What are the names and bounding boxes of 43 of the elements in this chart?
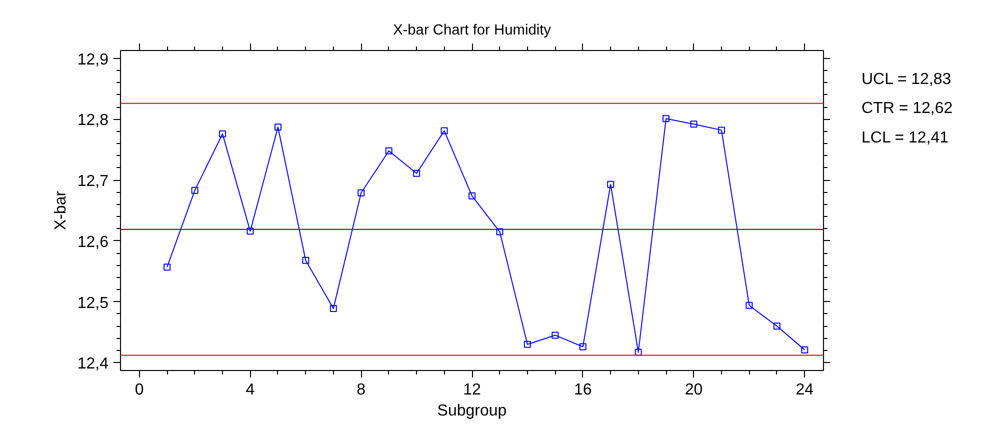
x-tick-label: 8 [356, 382, 366, 398]
y-tick-label: 12,8 [77, 112, 109, 130]
x-tick-label: 12 [463, 382, 481, 398]
text: UCL = 12,83 [862, 70, 952, 88]
point [191, 186, 198, 194]
point [524, 340, 531, 348]
point [274, 124, 282, 131]
x-tick-label: 24 [796, 382, 814, 398]
point [634, 348, 642, 356]
y-tick-label: 12,6 [77, 234, 109, 251]
point [718, 126, 725, 134]
point [413, 170, 420, 177]
point [440, 127, 448, 134]
point [358, 189, 365, 196]
x-tick-label: 16 [574, 382, 592, 398]
y-tick-label: 12,4 [77, 356, 109, 373]
point [662, 115, 670, 122]
x-tick-label: 20 [684, 382, 703, 398]
y-tick-label: 12,9 [77, 51, 109, 68]
text: CTR = 12,62 [862, 100, 953, 118]
point [496, 228, 504, 236]
point [302, 256, 310, 264]
point [552, 332, 559, 339]
x-tick-label: 4 [246, 382, 255, 398]
point [801, 346, 808, 354]
y-axis-title: X-bar [52, 190, 70, 230]
point [330, 304, 337, 312]
point [468, 192, 476, 200]
y-tick-label: 12,5 [77, 294, 109, 312]
chart-title: X-bar Chart for Humidity [392, 22, 552, 38]
point [246, 228, 254, 235]
text: LCL = 12,41 [862, 130, 949, 147]
x-axis-title: Subgroup [437, 402, 507, 420]
point [219, 130, 226, 138]
y-tick-label: 12,7 [77, 173, 109, 190]
point [607, 180, 614, 188]
point [385, 147, 392, 154]
point [579, 343, 586, 350]
point [773, 322, 780, 330]
point [690, 120, 698, 128]
x-tick-label: 0 [134, 382, 144, 398]
point [164, 264, 171, 271]
point [746, 302, 753, 309]
